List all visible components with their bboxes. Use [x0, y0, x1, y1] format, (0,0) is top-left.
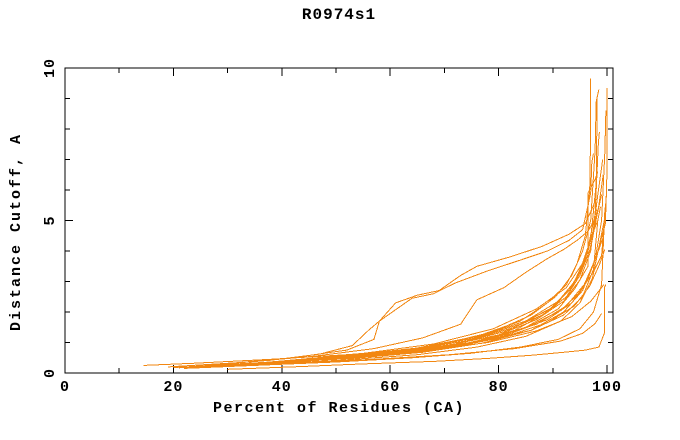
gdt-curve: [189, 110, 607, 368]
x-tick-label: 0: [60, 379, 70, 396]
gdt-curve: [184, 202, 607, 369]
gdt-curve: [195, 78, 592, 367]
y-tick-label: 0: [42, 368, 59, 378]
gdt-curve: [205, 197, 597, 366]
x-tick-label: 60: [380, 379, 400, 396]
x-tick-label: 40: [272, 379, 292, 396]
x-tick-label: 100: [592, 379, 622, 396]
gdt-curve: [222, 159, 604, 366]
gdt-curve: [200, 171, 599, 368]
gdt-curve: [260, 284, 605, 365]
y-tick-label: 10: [42, 58, 59, 78]
gdt-curve: [281, 313, 603, 365]
x-tick-label: 20: [163, 379, 183, 396]
x-axis-label: Percent of Residues (CA): [212, 400, 466, 417]
gdt-curve: [270, 218, 599, 363]
gdt-curve: [227, 174, 604, 366]
gdt-curve: [249, 194, 607, 365]
gdt-curve: [205, 87, 608, 367]
gdt-curve: [143, 206, 601, 366]
gdt-curve: [227, 284, 607, 370]
gdt-curve: [178, 220, 605, 369]
gdt-curve: [243, 194, 603, 365]
plot-frame: [64, 67, 614, 374]
gdt-curve: [211, 89, 600, 367]
gdt-curve: [216, 153, 594, 365]
y-tick-label: 5: [42, 215, 59, 225]
x-tick-label: 80: [489, 379, 509, 396]
gdt-curve: [254, 209, 598, 364]
chart-title: R0974s1: [301, 6, 377, 24]
gdt-curve: [238, 132, 600, 365]
gdt-curve: [167, 217, 597, 368]
